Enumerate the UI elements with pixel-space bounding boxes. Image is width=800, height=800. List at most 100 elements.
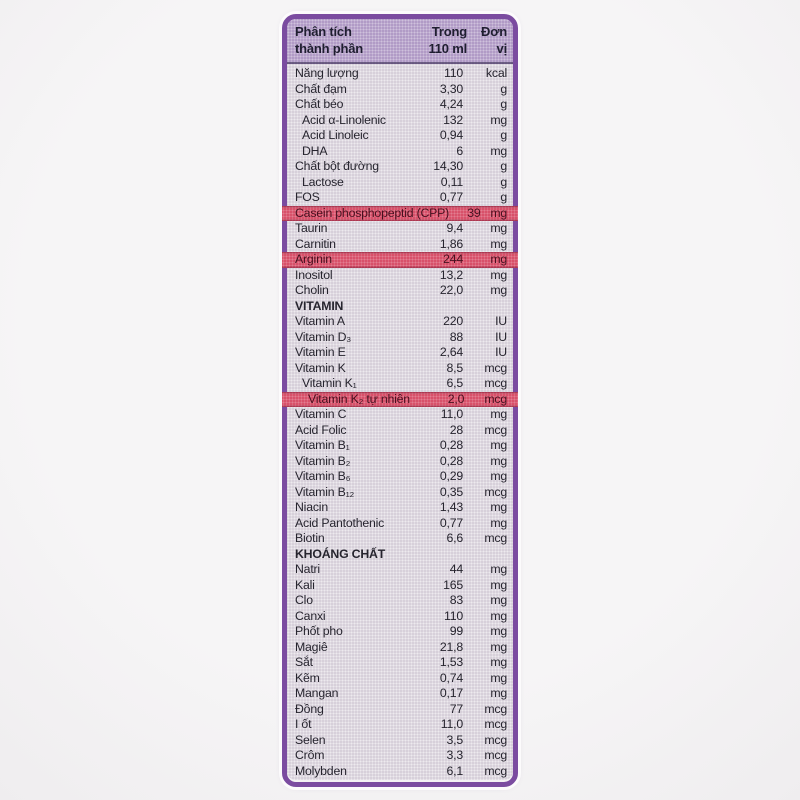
row-value: 8,5 — [446, 360, 464, 375]
table-row: Vitamin B₆ 0,29 mg — [295, 469, 507, 485]
row-unit: g — [500, 190, 507, 204]
row-unit: mcg — [484, 531, 507, 545]
row-value: 21,8 — [439, 639, 463, 654]
row-value: 88 — [449, 329, 463, 344]
header-unit-column: Đơn vị — [481, 24, 507, 56]
table-row: Vitamin B₂ 0,28 mg — [295, 454, 507, 470]
nutrition-label: Phân tích thành phần Trong 110 ml Đơn vị… — [282, 14, 518, 787]
row-name: Lactose — [302, 174, 344, 189]
header-amount-column: Trong 110 ml — [428, 24, 467, 56]
row-name: VITAMIN — [295, 298, 344, 313]
table-row: Đồng 77 mcg — [295, 702, 507, 718]
table-row: Selen 3,5 mcg — [295, 733, 507, 749]
row-name: Vitamin B₂ — [295, 453, 351, 468]
row-name: Sắt — [295, 655, 313, 669]
row-name: Chất đạm — [295, 81, 347, 96]
row-unit: g — [500, 97, 507, 111]
table-row: Clo 83 mg — [295, 593, 507, 609]
row-value: 6,1 — [446, 763, 464, 778]
table-row: Kẽm 0,74 mg — [295, 671, 507, 687]
table-row: Canxi 110 mg — [295, 609, 507, 625]
row-value: 0,77 — [439, 515, 463, 530]
table-row: Vitamin B₁ 0,28 mg — [295, 438, 507, 454]
row-value: 6,6 — [446, 531, 464, 545]
table-row: Acid Folic 28 mcg — [295, 423, 507, 439]
row-unit: mg — [490, 236, 507, 251]
row-name: Vitamin B₁₂ — [295, 484, 355, 499]
row-unit: mg — [490, 267, 507, 282]
row-value: 22,0 — [439, 283, 463, 297]
table-row: Acid α-Linolenic 132 mg — [295, 113, 507, 129]
row-value: 3,5 — [446, 732, 464, 747]
row-value: 11,0 — [440, 717, 463, 731]
row-unit: mg — [490, 252, 507, 266]
row-name: Mangan — [295, 686, 339, 700]
row-value: 99 — [449, 624, 463, 638]
table-row: Biotin 6,6 mcg — [295, 531, 507, 547]
row-value: 28 — [449, 422, 463, 437]
row-unit: mg — [490, 221, 507, 235]
table-row: Vitamin K₁ 6,5 mcg — [295, 376, 507, 392]
table-row: Magiê 21,8 mg — [295, 640, 507, 656]
row-unit: mg — [490, 670, 507, 685]
row-value: 1,43 — [439, 500, 463, 514]
row-name: Arginin — [295, 252, 332, 266]
row-name: Cholin — [295, 283, 329, 297]
row-unit: mg — [490, 593, 507, 607]
table-row: I ốt 11,0 mcg — [295, 717, 507, 733]
row-value: 2,0 — [447, 391, 465, 406]
row-name: Phốt pho — [295, 624, 343, 638]
row-value: 220 — [443, 314, 463, 328]
table-row: Chất đạm 3,30 g — [295, 82, 507, 98]
row-name: Kẽm — [295, 670, 320, 685]
row-value: 0,11 — [440, 174, 463, 189]
nutrition-table-body: Năng lượng 110 kcal Chất đạm 3,30 g Chất… — [282, 64, 518, 780]
table-row: Mangan 0,17 mg — [295, 686, 507, 702]
row-unit: mg — [490, 143, 507, 158]
table-row: Chất bột đường 14,30 g — [295, 159, 507, 175]
row-unit: IU — [495, 345, 507, 359]
row-value: 0,35 — [439, 484, 463, 499]
table-row: Vitamin C 11,0 mg — [295, 407, 507, 423]
table-row: Molybden 6,1 mcg — [295, 764, 507, 780]
table-row: Kali 165 mg — [295, 578, 507, 594]
row-value: 0,17 — [439, 686, 463, 700]
row-name: Acid Pantothenic — [295, 515, 385, 530]
row-value: 2,64 — [439, 345, 463, 359]
row-name: Acid Linoleic — [302, 128, 369, 142]
table-row: Acid Linoleic 0,94 g — [295, 128, 507, 144]
row-name: I ốt — [295, 717, 312, 731]
row-unit: mcg — [484, 360, 507, 375]
table-row: Arginin 244 mg — [282, 252, 518, 268]
row-value: 1,53 — [439, 655, 463, 669]
row-unit: mcg — [484, 732, 507, 747]
row-unit: mcg — [484, 701, 507, 716]
row-value: 0,74 — [439, 670, 463, 685]
row-name: Vitamin K — [295, 360, 346, 375]
table-row: Cholin 22,0 mg — [295, 283, 507, 299]
row-name: Inositol — [295, 267, 333, 282]
row-unit: mg — [490, 407, 507, 421]
table-row: Taurin 9,4 mg — [295, 221, 507, 237]
row-name: Acid Folic — [295, 422, 347, 437]
table-row: Lactose 0,11 g — [295, 175, 507, 191]
row-value: 6 — [456, 143, 463, 158]
row-name: Vitamin E — [295, 345, 346, 359]
row-unit: mg — [490, 438, 507, 452]
row-unit: mcg — [484, 391, 507, 406]
row-name: Vitamin K₁ — [302, 376, 357, 390]
row-value: 3,30 — [439, 81, 463, 96]
table-row: Inositol 13,2 mg — [295, 268, 507, 284]
row-name: Casein phosphopeptid (CPP) — [295, 205, 450, 220]
row-value: 0,94 — [439, 128, 463, 142]
row-name: Selen — [295, 732, 326, 747]
row-value: 132 — [443, 112, 463, 127]
row-name: Taurin — [295, 221, 328, 235]
row-unit: mcg — [484, 484, 507, 499]
row-name: Biotin — [295, 531, 325, 545]
nutrition-table-header: Phân tích thành phần Trong 110 ml Đơn vị — [287, 19, 513, 64]
row-unit: mg — [490, 562, 507, 576]
row-value: 3,3 — [446, 748, 464, 762]
row-unit: mg — [490, 624, 507, 638]
table-row: Vitamin K₂ tự nhiên 2,0 mcg — [282, 391, 518, 408]
